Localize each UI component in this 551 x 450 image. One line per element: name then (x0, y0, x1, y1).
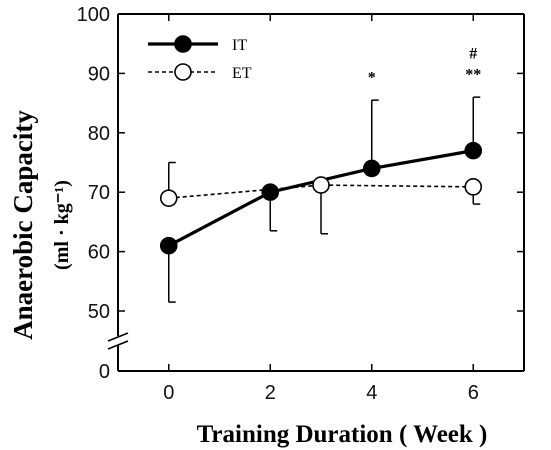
y-tick-label: 90 (88, 63, 110, 85)
data-point-et (312, 176, 330, 194)
ticks-layer: 50 60 70 80 90 100 0 0 2 4 6 (77, 4, 524, 404)
x-tick-label: 4 (366, 382, 377, 404)
y-axis-unit: (ml · kg⁻¹) (51, 180, 73, 270)
y-axis-title: Anaerobic Capacity (8, 110, 38, 340)
axis-break-mark-lower (107, 340, 129, 350)
y-tick-label: 50 (88, 301, 110, 323)
x-axis-title: Training Duration ( Week ) (197, 421, 488, 448)
data-point-it (159, 236, 178, 255)
series-line-et (168, 184, 474, 199)
x-tick-label: 0 (163, 382, 174, 404)
legend-label-et: ET (232, 65, 252, 82)
data-point-it (464, 141, 483, 160)
annotations-layer: * # ** (368, 46, 482, 87)
y-axis-unit-group: (ml · kg⁻¹) (51, 180, 73, 270)
y-tick-label: 70 (88, 182, 110, 204)
significance-marker: * (368, 69, 376, 86)
x-tick-label: 6 (468, 382, 479, 404)
y-tick-label: 100 (77, 4, 110, 26)
legend-marker-it (174, 35, 192, 53)
significance-marker: ** (465, 66, 481, 83)
legend-label-it: IT (232, 37, 247, 54)
data-point-it (362, 159, 381, 178)
y-tick-label-zero: 0 (99, 361, 110, 383)
data-point-it (261, 183, 280, 201)
significance-marker: # (469, 46, 477, 63)
errorbars-layer (168, 96, 481, 303)
x-tick-label: 2 (265, 382, 276, 404)
data-point-et (159, 189, 178, 207)
y-tick-label: 60 (88, 242, 110, 264)
legend: IT ET (148, 35, 252, 82)
data-point-et (464, 178, 483, 196)
legend-marker-et (174, 63, 192, 81)
y-axis-title-group: Anaerobic Capacity (8, 110, 38, 340)
y-tick-label: 80 (88, 123, 110, 145)
axis-break-mark-upper (107, 332, 129, 342)
markers-layer (159, 141, 483, 255)
